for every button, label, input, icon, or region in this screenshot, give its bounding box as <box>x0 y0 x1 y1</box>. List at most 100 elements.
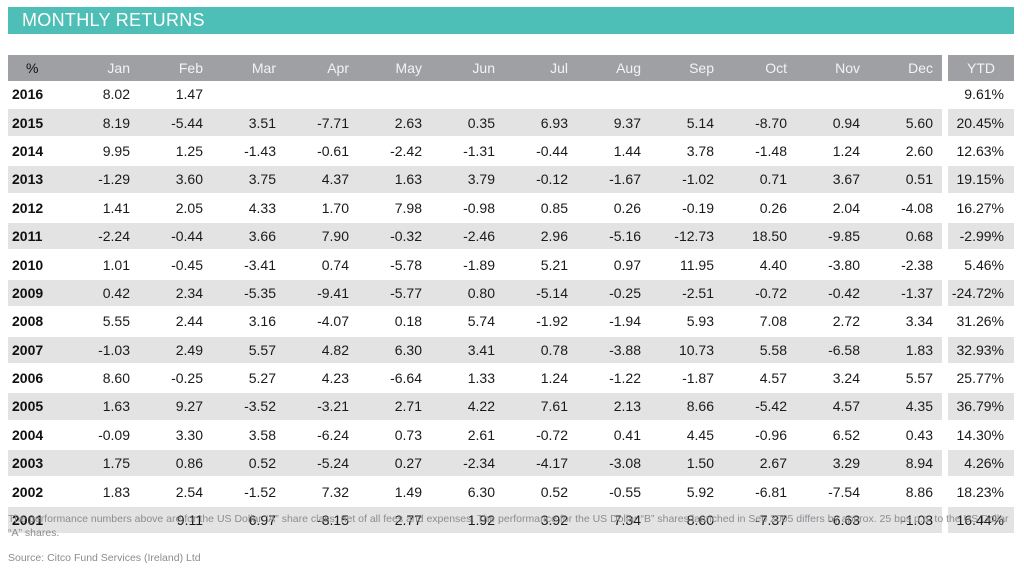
month-return-cell: -6.64 <box>358 364 431 394</box>
month-return-cell <box>212 81 285 110</box>
month-return-cell: 4.57 <box>723 364 796 394</box>
month-return-cell: -1.02 <box>650 166 723 195</box>
month-return-cell: 7.61 <box>504 393 577 422</box>
ytd-cell: 19.15% <box>942 166 1014 195</box>
month-return-cell: 0.52 <box>212 450 285 479</box>
month-return-cell: -0.25 <box>139 364 212 394</box>
month-return-cell <box>650 81 723 110</box>
table-row: 2013 -1.29 3.60 3.75 4.37 1.63 3.79 -0.12 -1.67-… <box>8 166 1014 195</box>
month-return-cell: -9.41 <box>285 279 358 309</box>
ytd-cell: -2.99% <box>942 222 1014 252</box>
ytd-cell: 5.46% <box>942 251 1014 280</box>
month-return-cell: 0.26 <box>723 194 796 223</box>
month-return-cell: 9.95 <box>66 137 139 167</box>
header-unit: % <box>8 55 66 81</box>
month-return-cell <box>431 81 504 110</box>
month-return-cell: 2.05 <box>139 194 212 223</box>
month-return-cell: 3.67 <box>796 166 869 195</box>
ytd-cell: 20.45% <box>942 109 1014 138</box>
month-return-cell: 1.63 <box>358 166 431 195</box>
month-return-cell: 8.66 <box>650 393 723 422</box>
month-return-cell: 1.70 <box>285 194 358 223</box>
month-return-cell: -1.37 <box>869 279 942 309</box>
table-row: 2016 8.02 1.47 9.61% <box>8 81 1014 110</box>
ytd-cell: -24.72% <box>942 279 1014 309</box>
header-month: Mar <box>212 55 285 81</box>
month-return-cell: 1.83 <box>869 336 942 365</box>
month-return-cell: 6.93 <box>504 109 577 138</box>
month-return-cell: 8.94 <box>869 450 942 479</box>
month-return-cell: 1.33 <box>431 364 504 394</box>
table-header-row: % Jan Feb Mar Apr May Jun Jul Aug Sep Oct Nov Dec YTD <box>8 55 1014 81</box>
month-return-cell: 2.49 <box>139 336 212 365</box>
month-return-cell: 0.51 <box>869 166 942 195</box>
month-return-cell: 6.97 <box>212 506 285 536</box>
month-return-cell: 8.02 <box>66 81 139 110</box>
month-return-cell: 3.75 <box>212 166 285 195</box>
month-return-cell: -3.52 <box>212 393 285 422</box>
month-return-cell: -0.19 <box>650 194 723 223</box>
month-return-cell: -6.63 <box>796 506 869 536</box>
month-return-cell <box>796 81 869 110</box>
year-cell: 2009 <box>8 279 66 309</box>
month-return-cell: 2.60 <box>869 137 942 167</box>
month-return-cell: -0.09 <box>66 421 139 451</box>
month-return-cell: 1.75 <box>66 450 139 479</box>
month-return-cell: -1.67 <box>577 166 650 195</box>
year-cell: 2005 <box>8 393 66 422</box>
month-return-cell: 3.24 <box>796 364 869 394</box>
table-row: 2005 1.63 9.27 -3.52 -3.21 2.71 4.22 7.61 2.13 8.… <box>8 393 1014 422</box>
month-return-cell: 4.23 <box>285 364 358 394</box>
month-return-cell: 5.57 <box>212 336 285 365</box>
table-row: 2014 9.95 1.25 -1.43 -0.61 -2.42 -1.31 -0.44 1.4… <box>8 137 1014 167</box>
month-return-cell: -0.42 <box>796 279 869 309</box>
ytd-cell: 16.44% <box>942 506 1014 536</box>
month-return-cell: -12.73 <box>650 222 723 252</box>
ytd-cell: 32.93% <box>942 336 1014 365</box>
month-return-cell: 1.50 <box>650 450 723 479</box>
year-cell: 2004 <box>8 421 66 451</box>
month-return-cell: -8.15 <box>285 506 358 536</box>
year-cell: 2015 <box>8 109 66 138</box>
header-month: Jan <box>66 55 139 81</box>
ytd-cell: 31.26% <box>942 308 1014 337</box>
month-return-cell: 3.58 <box>212 421 285 451</box>
month-return-cell: -0.44 <box>504 137 577 167</box>
month-return-cell: -3.80 <box>796 251 869 280</box>
year-cell: 2006 <box>8 364 66 394</box>
month-return-cell: 4.22 <box>431 393 504 422</box>
table-row: 2003 1.75 0.86 0.52 -5.24 0.27 -2.34 -4.17 -3.08… <box>8 450 1014 479</box>
table-row: 2007 -1.03 2.49 5.57 4.82 6.30 3.41 0.78 -3.88 10… <box>8 336 1014 365</box>
month-return-cell: 0.41 <box>577 421 650 451</box>
month-return-cell: 4.82 <box>285 336 358 365</box>
month-return-cell: 6.30 <box>358 336 431 365</box>
month-return-cell: -1.31 <box>431 137 504 167</box>
month-return-cell: 3.51 <box>212 109 285 138</box>
month-return-cell: 6.52 <box>796 421 869 451</box>
month-return-cell: 2.13 <box>577 393 650 422</box>
month-return-cell: -2.38 <box>869 251 942 280</box>
table-row: 2002 1.83 2.54 -1.52 7.32 1.49 6.30 0.52 -0.55 5.… <box>8 478 1014 507</box>
month-return-cell: 3.78 <box>650 137 723 167</box>
month-return-cell: 3.16 <box>212 308 285 337</box>
month-return-cell: -8.70 <box>723 109 796 138</box>
month-return-cell: -4.08 <box>869 194 942 223</box>
year-cell: 2011 <box>8 222 66 252</box>
month-return-cell: 1.24 <box>504 364 577 394</box>
header-month: Dec <box>869 55 942 81</box>
month-return-cell: -3.41 <box>212 251 285 280</box>
ytd-cell: 16.27% <box>942 194 1014 223</box>
source-note: Source: Citco Fund Services (Ireland) Lt… <box>8 552 201 564</box>
month-return-cell: 2.71 <box>358 393 431 422</box>
month-return-cell: 4.57 <box>796 393 869 422</box>
month-return-cell: 5.92 <box>650 478 723 507</box>
month-return-cell: 2.61 <box>431 421 504 451</box>
month-return-cell: 3.34 <box>869 308 942 337</box>
month-return-cell: 3.41 <box>431 336 504 365</box>
month-return-cell: 1.63 <box>66 393 139 422</box>
table-body: 2016 8.02 1.47 9.61% 2015 8.19 -5.44 3.51 -7.71 2… <box>8 81 1014 536</box>
month-return-cell: 4.35 <box>869 393 942 422</box>
month-return-cell: -4.17 <box>504 450 577 479</box>
month-return-cell <box>66 506 139 536</box>
month-return-cell: 1.41 <box>66 194 139 223</box>
